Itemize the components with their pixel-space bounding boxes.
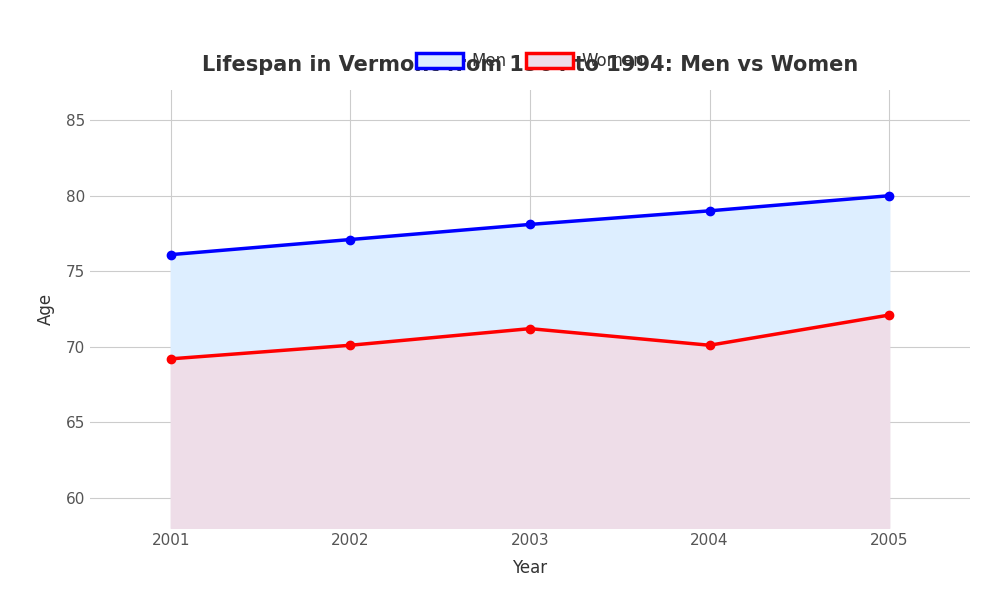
X-axis label: Year: Year bbox=[512, 559, 548, 577]
Legend: Men, Women: Men, Women bbox=[409, 46, 651, 77]
Y-axis label: Age: Age bbox=[37, 293, 55, 325]
Title: Lifespan in Vermont from 1964 to 1994: Men vs Women: Lifespan in Vermont from 1964 to 1994: M… bbox=[202, 55, 858, 74]
